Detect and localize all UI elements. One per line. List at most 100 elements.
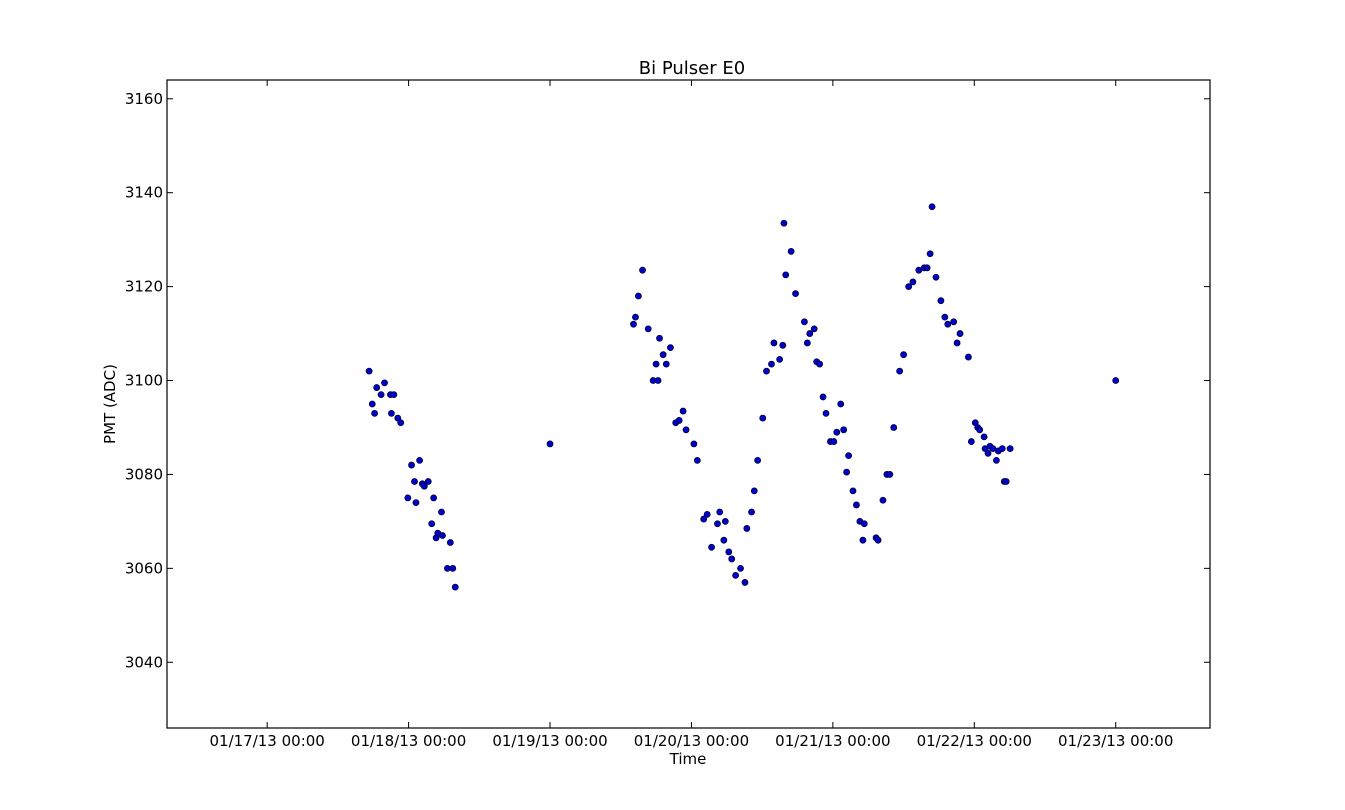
x-tick-label: 01/17/13 00:00 xyxy=(209,732,324,750)
data-point xyxy=(849,487,857,495)
data-point xyxy=(759,414,767,422)
data-point xyxy=(721,517,729,525)
data-point xyxy=(837,400,845,408)
data-point xyxy=(754,456,762,464)
data-point xyxy=(714,520,721,528)
data-point xyxy=(750,487,758,495)
data-point xyxy=(776,355,784,363)
data-point xyxy=(845,452,852,460)
data-point xyxy=(926,250,934,258)
data-point xyxy=(792,290,799,298)
data-point xyxy=(763,367,770,375)
data-point xyxy=(941,313,949,321)
data-point xyxy=(937,297,945,305)
data-point xyxy=(439,532,446,539)
data-point xyxy=(874,536,882,544)
y-tick-label: 3120 xyxy=(125,278,163,296)
data-point xyxy=(810,325,818,333)
data-point xyxy=(953,339,961,347)
data-point xyxy=(424,478,432,485)
data-point xyxy=(886,471,894,478)
data-point xyxy=(368,400,376,408)
data-point xyxy=(822,409,830,417)
data-point xyxy=(420,482,428,490)
data-point xyxy=(652,360,660,368)
data-point xyxy=(659,351,667,359)
data-point xyxy=(860,520,868,528)
data-point xyxy=(377,391,385,399)
data-point xyxy=(700,515,708,523)
data-point xyxy=(656,334,663,342)
data-point xyxy=(690,440,698,448)
y-tick-label: 3040 xyxy=(125,653,163,671)
data-point xyxy=(819,393,827,401)
data-point xyxy=(928,203,936,211)
x-tick-label: 01/18/13 00:00 xyxy=(351,732,466,750)
x-axis-label: Time xyxy=(669,750,707,768)
data-point xyxy=(428,520,436,528)
data-point xyxy=(451,583,459,591)
data-point xyxy=(708,543,715,551)
data-point xyxy=(1112,377,1120,384)
data-point xyxy=(667,344,674,352)
data-point xyxy=(923,264,931,272)
data-point xyxy=(397,419,405,427)
data-point xyxy=(373,384,381,391)
data-point xyxy=(879,496,887,504)
y-tick-label: 3160 xyxy=(125,90,163,108)
x-axis: 01/17/13 00:00 01/18/13 00:00 01/19/13 00:… xyxy=(209,80,1173,750)
data-point xyxy=(635,292,642,300)
data-point xyxy=(546,440,554,448)
data-point xyxy=(390,391,398,399)
data-point xyxy=(770,339,778,347)
x-tick-label: 01/21/13 00:00 xyxy=(775,732,890,750)
data-point xyxy=(980,433,988,441)
data-point xyxy=(780,219,788,227)
data-point xyxy=(1006,445,1014,453)
data-point xyxy=(816,360,824,368)
data-point xyxy=(900,351,907,359)
data-point xyxy=(830,438,838,445)
data-point xyxy=(416,456,424,464)
data-point xyxy=(737,564,744,572)
data-point xyxy=(654,377,662,384)
data-point xyxy=(662,360,670,368)
data-point xyxy=(728,555,736,563)
y-tick-label: 3100 xyxy=(125,372,163,390)
data-point xyxy=(803,339,811,347)
data-point xyxy=(787,247,795,255)
data-point xyxy=(976,426,984,434)
chart-title: Bi Pulser E0 xyxy=(639,58,745,79)
data-point xyxy=(371,409,379,417)
data-point xyxy=(732,571,740,579)
data-point xyxy=(388,409,395,417)
x-tick-label: 01/22/13 00:00 xyxy=(917,732,1032,750)
data-point xyxy=(843,468,851,476)
data-point xyxy=(859,536,867,544)
data-point xyxy=(720,536,728,544)
data-point xyxy=(449,564,457,572)
data-point xyxy=(905,283,913,291)
y-tick-label: 3140 xyxy=(125,184,163,202)
data-point xyxy=(782,271,790,279)
data-point xyxy=(725,548,733,556)
data-point xyxy=(956,330,964,337)
data-point xyxy=(800,318,808,326)
data-point xyxy=(411,478,418,485)
data-point xyxy=(967,438,975,445)
data-point xyxy=(998,445,1006,453)
data-point xyxy=(992,456,1000,464)
data-point xyxy=(853,501,860,509)
x-tick-label: 01/23/13 00:00 xyxy=(1058,732,1173,750)
data-point xyxy=(679,407,687,415)
data-point xyxy=(639,266,646,274)
data-point xyxy=(768,360,775,368)
data-point xyxy=(430,494,438,502)
data-point xyxy=(438,508,445,516)
data-point xyxy=(890,424,898,431)
data-point xyxy=(944,320,952,328)
data-point xyxy=(632,313,639,321)
data-point xyxy=(693,456,701,464)
y-tick-label: 3080 xyxy=(125,465,163,483)
x-tick-label: 01/19/13 00:00 xyxy=(492,732,607,750)
